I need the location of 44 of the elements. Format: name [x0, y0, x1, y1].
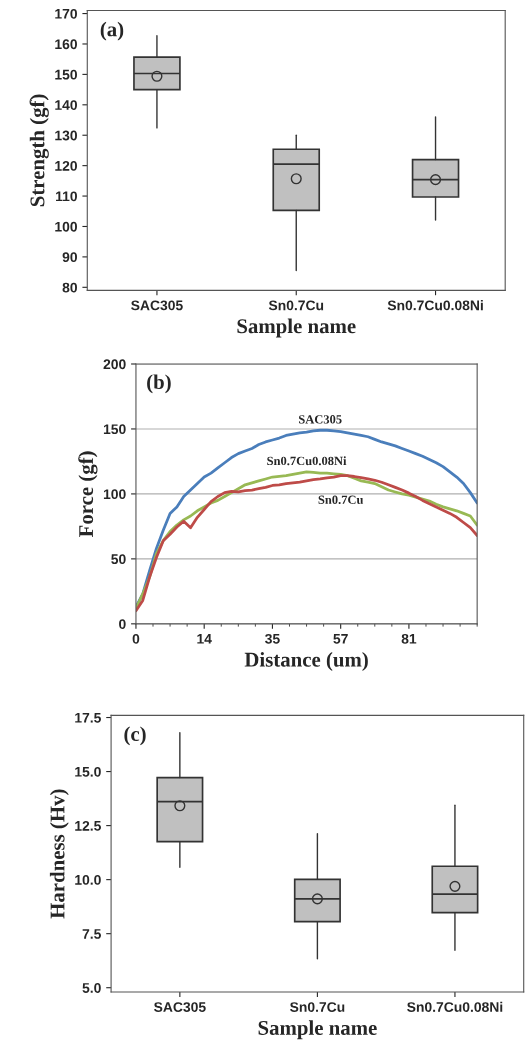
- y-tick-label: 7.5: [82, 929, 101, 939]
- y-tick-label: 80: [62, 282, 77, 293]
- y-tick-label: 200: [103, 359, 126, 370]
- y-tick-label: 15.0: [75, 766, 101, 777]
- annotation: (a): [100, 21, 124, 41]
- annotation: (b): [147, 374, 171, 394]
- x-tick-label: 14: [197, 634, 212, 644]
- x-tick-label: Sn0.7Cu0.08Ni: [407, 1001, 503, 1012]
- y-tick-label: 5.0: [82, 983, 101, 993]
- series-label: SAC305: [298, 415, 342, 424]
- y-tick-label: 170: [55, 8, 77, 19]
- y-tick-label: 100: [103, 489, 126, 500]
- x-tick-label: 0: [132, 633, 140, 644]
- x-tick-label: Sn0.7Cu: [290, 1002, 345, 1012]
- x-tick-label: SAC305: [154, 1002, 206, 1012]
- x-tick-label: SAC305: [131, 300, 183, 311]
- y-tick-label: 140: [55, 100, 77, 110]
- y-axis-title: Hardness (Hv): [49, 789, 69, 919]
- x-axis-title: Distance (um): [244, 652, 368, 671]
- x-tick-label: 81: [401, 633, 417, 644]
- y-axis-title: Force (gf): [78, 451, 98, 538]
- y-tick-label: 150: [55, 69, 77, 80]
- x-tick-label: 57: [333, 634, 348, 644]
- y-tick-label: 160: [55, 39, 77, 50]
- series-label: Sn0.7Cu: [318, 495, 364, 505]
- y-tick-label: 110: [56, 191, 77, 202]
- y-tick-label: 50: [111, 554, 126, 565]
- series-label: Sn0.7Cu0.08Ni: [267, 456, 347, 466]
- y-tick-label: 90: [62, 252, 77, 263]
- x-tick-label: Sn0.7Cu: [268, 300, 324, 311]
- y-tick-label: 100: [55, 221, 77, 232]
- x-tick-label: 35: [265, 633, 280, 644]
- y-tick-label: 120: [55, 160, 77, 171]
- y-tick-label: 17.5: [75, 713, 101, 723]
- y-tick-label: 0: [119, 619, 126, 630]
- annotation: (c): [124, 726, 146, 746]
- y-axis-title: Strength (gf): [29, 94, 49, 207]
- x-axis-title: Sample name: [237, 318, 356, 338]
- y-tick-label: 12.5: [75, 820, 101, 831]
- x-tick-label: Sn0.7Cu0.08Ni: [387, 300, 483, 311]
- y-tick-label: 130: [55, 130, 77, 141]
- y-tick-label: 150: [103, 424, 126, 435]
- x-axis-title: Sample name: [258, 1020, 377, 1040]
- y-tick-label: 10.0: [75, 874, 101, 885]
